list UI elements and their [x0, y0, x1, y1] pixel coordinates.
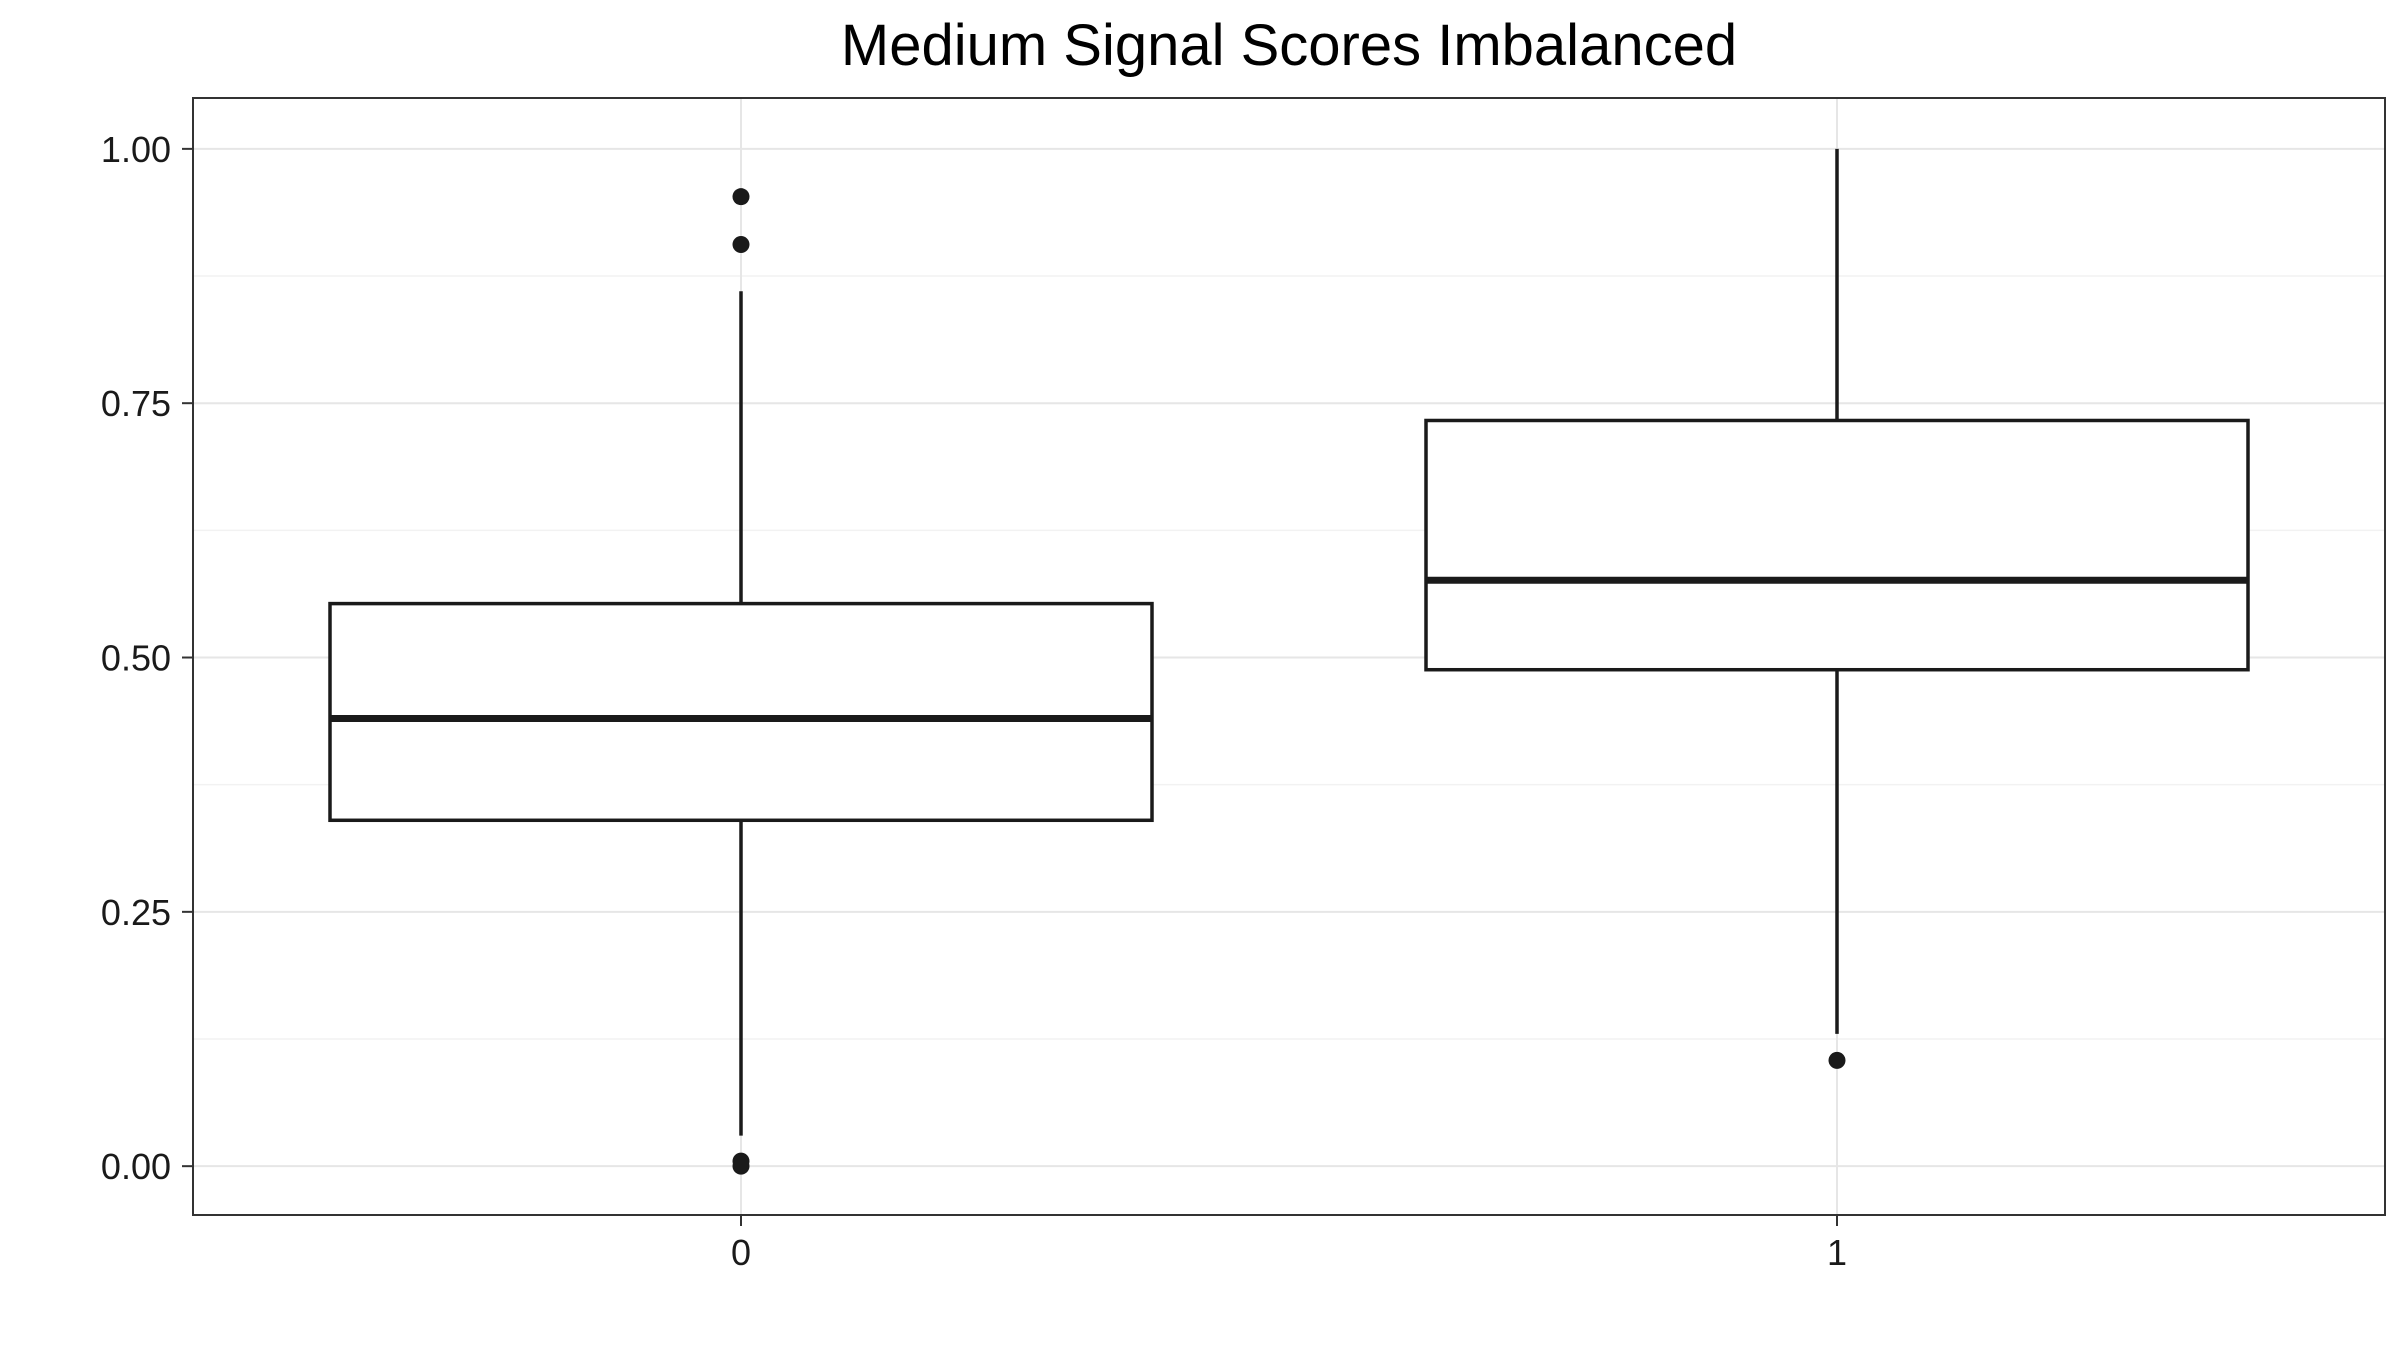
- outlier-point: [1828, 1051, 1846, 1069]
- x-tick-label: 1: [1827, 1232, 1847, 1273]
- box-1: [1424, 148, 2250, 1069]
- y-tick-label: 0.75: [101, 383, 171, 424]
- outlier-point: [732, 235, 750, 253]
- outlier-point: [732, 188, 750, 206]
- y-tick-label: 0.00: [101, 1146, 171, 1187]
- box-iqr: [328, 601, 1154, 823]
- axes: 0.00 0.25 0.50 0.75 1.00 0 1: [101, 129, 1847, 1273]
- y-tick-label: 0.50: [101, 638, 171, 679]
- y-tick-label: 0.25: [101, 892, 171, 933]
- box-series: [328, 148, 2250, 1175]
- x-tick-label: 0: [731, 1232, 751, 1273]
- panel-border: [192, 97, 2386, 1216]
- outlier-point: [732, 1157, 750, 1175]
- chart-title: Medium Signal Scores Imbalanced: [841, 13, 1737, 78]
- y-tick-label: 1.00: [101, 129, 171, 170]
- box-iqr: [1424, 418, 2250, 672]
- box-0: [328, 188, 1154, 1175]
